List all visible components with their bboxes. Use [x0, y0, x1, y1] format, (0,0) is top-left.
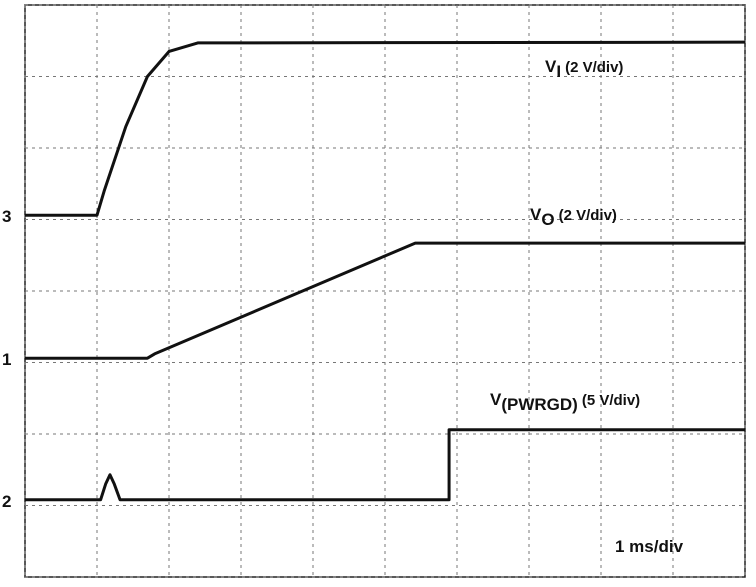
- channel-marker: 2: [2, 492, 11, 511]
- label-symbol: V: [530, 205, 542, 224]
- trace: [25, 428, 745, 502]
- trace-label: VO (2 V/div): [530, 205, 617, 229]
- label-symbol: V: [490, 390, 502, 409]
- label-subscript: (PWRGD): [501, 395, 577, 414]
- label-scale: (5 V/div): [582, 392, 640, 409]
- channel-marker: 3: [2, 207, 11, 226]
- label-symbol: V: [545, 57, 557, 76]
- trace-label: V(PWRGD) (5 V/div): [490, 390, 640, 414]
- channel-marker: 1: [2, 350, 11, 369]
- timebase-label: 1 ms/div: [615, 537, 684, 556]
- trace-label: VI (2 V/div): [545, 57, 623, 81]
- label-subscript: I: [556, 62, 561, 81]
- label-scale: (2 V/div): [559, 207, 617, 224]
- trace: [25, 40, 746, 217]
- trace: [25, 241, 745, 360]
- label-scale: (2 V/div): [565, 59, 623, 76]
- label-subscript: O: [541, 210, 554, 229]
